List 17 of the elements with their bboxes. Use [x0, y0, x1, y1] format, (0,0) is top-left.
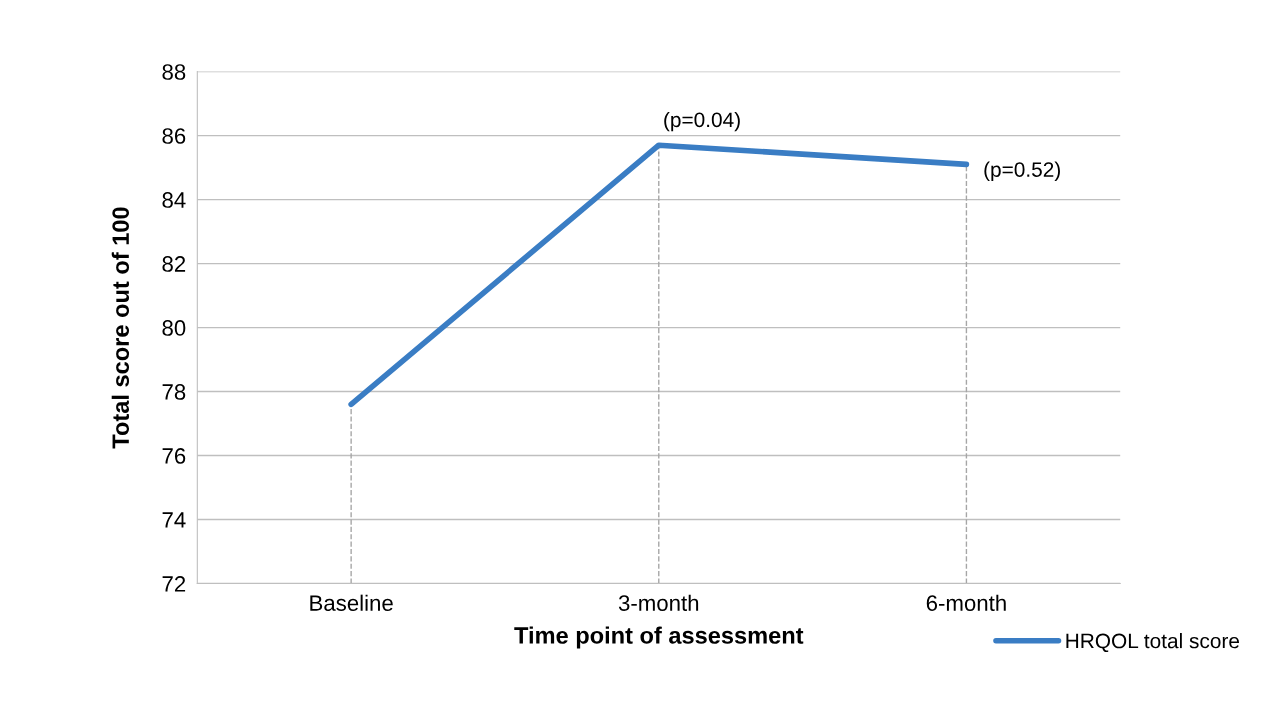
y-tick-label: 78	[162, 384, 186, 400]
x-axis-title: Time point of assessment	[514, 626, 804, 649]
y-axis-title: Total score out of 100	[111, 207, 130, 449]
y-tick-label: 84	[162, 192, 186, 208]
x-tick-label: 3-month	[618, 594, 699, 611]
y-tick-label: 88	[162, 64, 186, 80]
x-tick-label: 6-month	[926, 594, 1006, 611]
legend-label: HRQOL total score	[1066, 633, 1240, 653]
y-tick-label: 76	[162, 448, 186, 464]
y-tick-label: 82	[162, 256, 186, 272]
annotation: (p=0.52)	[984, 161, 1060, 182]
y-tick-label: 72	[162, 576, 186, 592]
annotation: (p=0.04)	[664, 111, 740, 132]
y-tick-label: 80	[162, 320, 186, 336]
y-tick-label: 86	[162, 128, 186, 144]
x-tick-label: Baseline	[310, 594, 393, 611]
y-tick-label: 74	[162, 512, 186, 528]
